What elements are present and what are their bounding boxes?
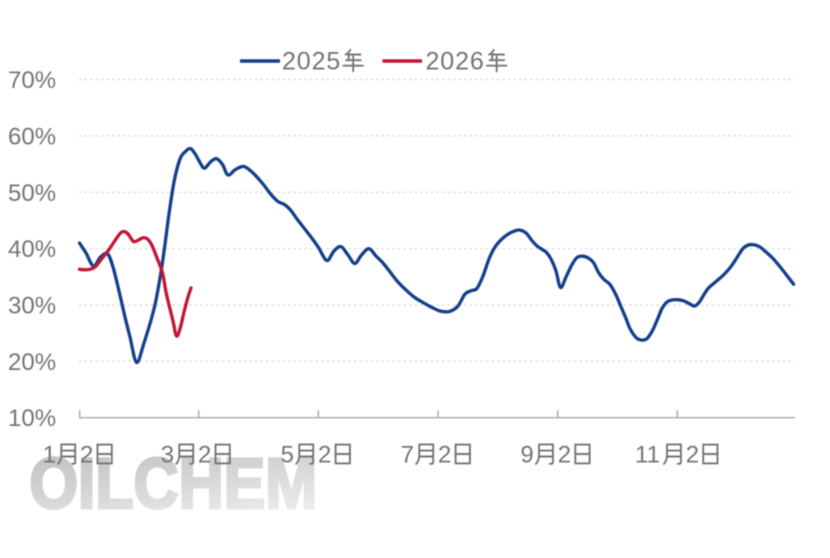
svg-text:5: 5 [281,442,294,469]
svg-text:2: 2 [686,442,699,469]
svg-text:2026: 2026 [426,48,485,76]
svg-text:1: 1 [43,442,56,469]
svg-text:2: 2 [80,442,93,469]
svg-text:2: 2 [558,442,571,469]
svg-text:2: 2 [438,442,451,469]
svg-text:2025: 2025 [282,48,341,76]
svg-text:60%: 60% [8,123,56,150]
svg-text:30%: 30% [8,293,56,320]
svg-text:40%: 40% [8,236,56,263]
svg-text:70%: 70% [8,67,56,94]
svg-text:9: 9 [520,442,533,469]
svg-text:7: 7 [401,442,414,469]
svg-text:2: 2 [198,442,211,469]
svg-text:11: 11 [635,442,660,469]
svg-text:3: 3 [161,442,174,469]
svg-text:20%: 20% [8,349,56,376]
svg-text:OILCHEM: OILCHEM [30,444,318,524]
svg-text:2: 2 [318,442,331,469]
svg-text:50%: 50% [8,180,56,207]
svg-text:10%: 10% [8,405,56,432]
